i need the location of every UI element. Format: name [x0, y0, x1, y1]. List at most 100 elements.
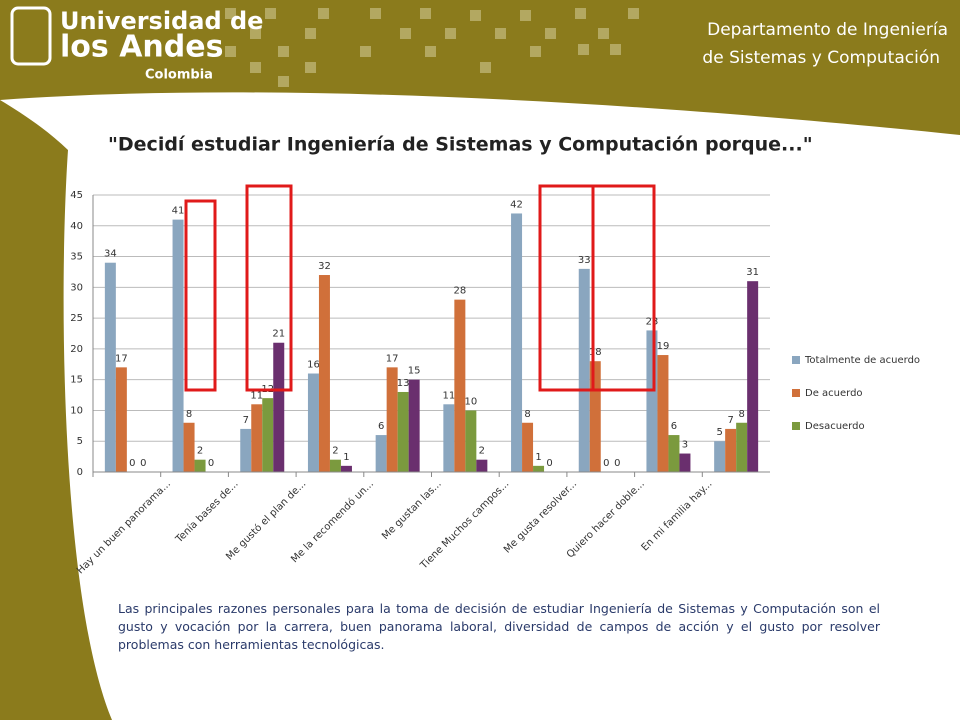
data-label: 8	[524, 409, 530, 420]
bar	[329, 459, 341, 472]
bar	[172, 219, 184, 472]
bar	[375, 435, 387, 472]
data-label: 7	[243, 415, 249, 426]
data-label: 33	[578, 255, 591, 266]
data-label: 5	[716, 427, 722, 438]
bar	[476, 459, 488, 472]
data-label: 0	[208, 458, 214, 469]
bar	[511, 213, 523, 472]
data-label: 2	[332, 446, 338, 457]
bar	[465, 410, 477, 472]
legend-label: Desacuerdo	[805, 421, 865, 432]
data-label: 6	[671, 421, 677, 432]
bar	[454, 299, 466, 472]
bar	[589, 361, 601, 472]
data-label: 3	[682, 440, 688, 451]
data-label: 13	[397, 378, 410, 389]
logo-text: Universidad de	[60, 7, 263, 35]
data-label: 10	[464, 396, 477, 407]
data-label: 15	[408, 366, 421, 377]
data-label: 42	[510, 199, 523, 210]
data-label: 7	[727, 415, 733, 426]
data-label: 23	[646, 316, 659, 327]
bar	[578, 268, 590, 472]
y-tick-label: 5	[77, 436, 83, 447]
department: de Sistemas y Computación	[702, 48, 940, 68]
bar	[115, 367, 127, 472]
logo-text: los Andes	[60, 30, 223, 65]
data-label: 0	[129, 458, 135, 469]
department: Departamento de Ingeniería	[707, 20, 948, 40]
legend-swatch	[792, 422, 800, 430]
data-label: 0	[140, 458, 146, 469]
data-label: 19	[657, 341, 670, 352]
legend-swatch	[792, 389, 800, 397]
bar	[251, 404, 263, 472]
y-tick-label: 15	[70, 375, 83, 386]
data-label: 28	[453, 286, 466, 297]
legend-label: De acuerdo	[805, 388, 863, 399]
data-label: 41	[172, 206, 185, 217]
bar	[714, 441, 726, 472]
data-label: 18	[589, 347, 602, 358]
bar	[318, 275, 330, 472]
bar	[194, 459, 206, 472]
data-label: 21	[272, 329, 285, 340]
data-label: 16	[307, 360, 320, 371]
data-label: 0	[546, 458, 552, 469]
data-label: 17	[115, 353, 128, 364]
bar	[240, 428, 252, 472]
y-tick-label: 30	[70, 282, 83, 293]
data-label: 0	[603, 458, 609, 469]
bar	[307, 373, 319, 472]
data-label: 32	[318, 261, 331, 272]
bar	[646, 330, 658, 472]
highlight-boxes	[184, 184, 656, 392]
data-label: 8	[186, 409, 192, 420]
bar	[736, 422, 748, 472]
y-tick-label: 45	[70, 190, 83, 201]
bar	[273, 342, 285, 472]
bar	[679, 453, 691, 472]
bar	[397, 391, 409, 472]
data-label: 1	[343, 452, 349, 463]
content-area	[0, 92, 960, 720]
data-label: 31	[746, 267, 759, 278]
chart-title: "Decidí estudiar Ingeniería de Sistemas …	[108, 134, 813, 156]
bar	[443, 404, 455, 472]
bar	[522, 422, 534, 472]
bar	[533, 465, 545, 472]
data-label: 11	[250, 390, 263, 401]
bar	[262, 398, 274, 472]
bar	[408, 379, 420, 472]
y-tick-label: 10	[70, 405, 83, 416]
legend-swatch	[792, 356, 800, 364]
y-tick-label: 40	[70, 221, 83, 232]
y-tick-label: 0	[77, 467, 83, 478]
data-label: 0	[614, 458, 620, 469]
data-label: 6	[378, 421, 384, 432]
y-tick-label: 25	[70, 313, 83, 324]
logo-mark	[10, 6, 52, 66]
data-label: 8	[738, 409, 744, 420]
bar	[104, 262, 116, 472]
bar	[725, 428, 737, 472]
caption: Las principales razones personales para …	[118, 601, 880, 652]
y-tick-label: 20	[70, 344, 83, 355]
y-tick-label: 35	[70, 252, 83, 263]
legend-label: Totalmente de acuerdo	[804, 355, 920, 366]
data-label: 11	[442, 390, 455, 401]
data-label: 2	[479, 446, 485, 457]
data-label: 34	[104, 249, 117, 260]
bar	[657, 355, 669, 472]
bar	[386, 367, 398, 472]
bar	[747, 281, 759, 472]
data-label: 1	[535, 452, 541, 463]
bar	[183, 422, 195, 472]
bar	[668, 435, 680, 472]
data-label: 17	[386, 353, 399, 364]
decor-squares	[225, 8, 639, 87]
logo-text: Colombia	[145, 68, 213, 83]
